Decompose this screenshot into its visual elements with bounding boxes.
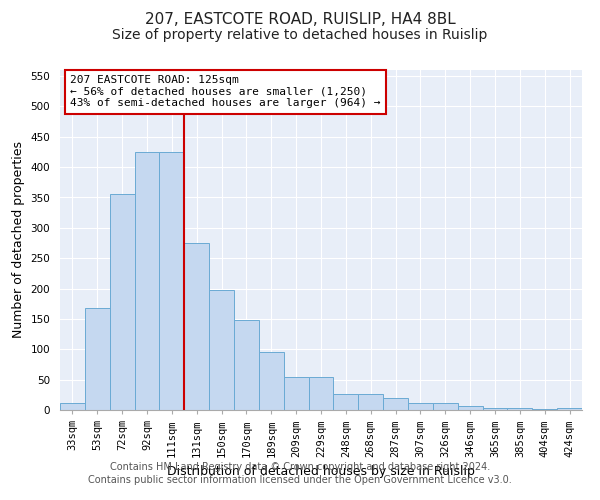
Bar [85,308,110,410]
Bar [557,408,582,410]
Bar [60,402,85,410]
X-axis label: Distribution of detached houses by size in Ruislip: Distribution of detached houses by size … [167,465,475,478]
Text: Size of property relative to detached houses in Ruislip: Size of property relative to detached ho… [112,28,488,42]
Bar [284,376,308,410]
Text: Contains HM Land Registry data © Crown copyright and database right 2024.: Contains HM Land Registry data © Crown c… [110,462,490,472]
Bar [184,243,209,410]
Bar [458,406,482,410]
Bar [532,409,557,410]
Bar [508,408,532,410]
Bar [259,352,284,410]
Bar [358,394,383,410]
Bar [110,194,134,410]
Bar [433,404,458,410]
Bar [209,290,234,410]
Bar [482,408,508,410]
Bar [408,404,433,410]
Bar [234,320,259,410]
Bar [383,398,408,410]
Bar [308,376,334,410]
Bar [134,152,160,410]
Bar [160,152,184,410]
Bar [334,394,358,410]
Y-axis label: Number of detached properties: Number of detached properties [12,142,25,338]
Text: 207 EASTCOTE ROAD: 125sqm
← 56% of detached houses are smaller (1,250)
43% of se: 207 EASTCOTE ROAD: 125sqm ← 56% of detac… [70,75,381,108]
Text: Contains public sector information licensed under the Open Government Licence v3: Contains public sector information licen… [88,475,512,485]
Text: 207, EASTCOTE ROAD, RUISLIP, HA4 8BL: 207, EASTCOTE ROAD, RUISLIP, HA4 8BL [145,12,455,28]
